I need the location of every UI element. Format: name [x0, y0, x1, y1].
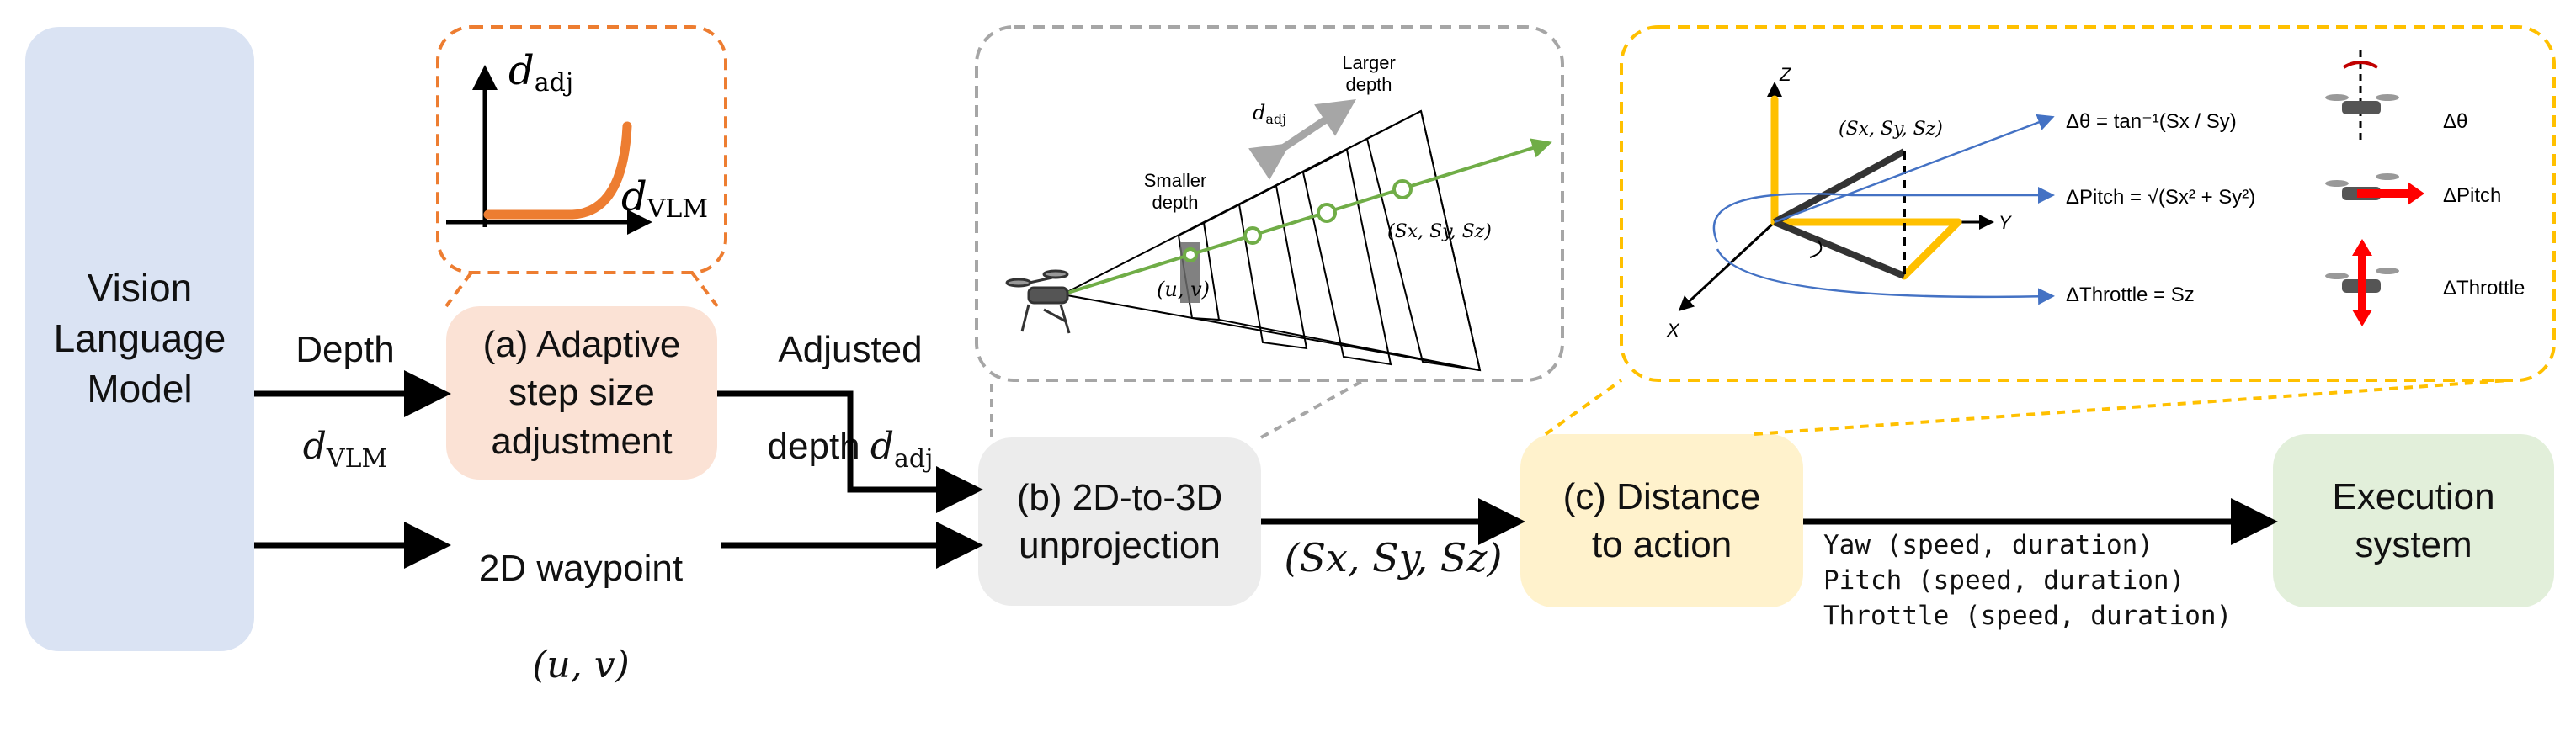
x-axis-label: X	[1666, 320, 1680, 341]
smaller-depth-label: Smaller	[1144, 170, 1207, 191]
depth-vlm-math: dVLM	[302, 424, 388, 474]
action-theta-label: Δθ	[2443, 110, 2467, 133]
pitch-command: Pitch (speed, duration)	[1823, 565, 2185, 596]
eq-pitch: ΔPitch = √(Sx² + Sy²)	[2066, 186, 2255, 209]
distance-to-action-box: (c) Distance to action	[1520, 434, 1803, 607]
depth-label: Depth dVLM	[278, 278, 412, 523]
svg-text:depth: depth	[1152, 192, 1198, 213]
adaptive-step-size-box: (a) Adaptive step size adjustment	[446, 306, 717, 480]
execution-system-box: Execution system	[2273, 434, 2554, 607]
y-axis-label: Y	[1999, 212, 2012, 233]
diagram-graphics: dadj dVLM Larger depth	[254, 25, 2556, 569]
drone-icon	[1005, 269, 1071, 334]
z-axis-label: Z	[1779, 64, 1792, 85]
inset-c-distance-to-action: Z Y X (Sx, Sy, Sz) Δθ = tan⁻¹(Sx / Sy) Δ…	[1544, 25, 2556, 436]
adaptive-curve	[483, 121, 632, 220]
point-label: (Sx, Sy, Sz)	[1839, 119, 1943, 140]
inset-a-step-size-graph: dadj dVLM	[436, 25, 727, 308]
yaw-command: Yaw (speed, duration)	[1823, 530, 2153, 560]
throttle-command: Throttle (speed, duration)	[1823, 601, 2233, 631]
action-pitch-label: ΔPitch	[2443, 184, 2501, 207]
flow-arrows	[254, 370, 2278, 569]
inset-b-frustum: Larger depth Smaller depth dadj (u, v) (…	[975, 25, 1564, 439]
larger-depth-label: Larger	[1342, 52, 1396, 73]
y-axis-label: dadj	[508, 47, 573, 98]
adjusted-depth-label: Adjusted depth dadj	[767, 329, 934, 474]
eq-throttle: ΔThrottle = Sz	[2066, 284, 2195, 306]
action-throttle-label: ΔThrottle	[2443, 277, 2525, 300]
throttle-drone-icon	[2325, 239, 2399, 326]
s-xyz-label: (Sx, Sy, Sz)	[1284, 535, 1503, 581]
eq-theta: Δθ = tan⁻¹(Sx / Sy)	[2066, 110, 2237, 133]
vision-language-model-box: Vision Language Model	[25, 27, 254, 651]
yaw-drone-icon	[2325, 50, 2399, 143]
arrow-step-to-unproj	[717, 390, 983, 513]
unprojection-box: (b) 2D-to-3D unprojection	[978, 437, 1261, 606]
s-label: (Sx, Sy, Sz)	[1387, 221, 1492, 242]
d-adj-label: dadj	[1253, 101, 1286, 127]
x-axis-label: dVLM	[621, 173, 708, 224]
svg-text:depth: depth	[1345, 74, 1392, 95]
uv-label: (u, v)	[1157, 278, 1210, 301]
pitch-drone-icon	[2325, 173, 2424, 205]
